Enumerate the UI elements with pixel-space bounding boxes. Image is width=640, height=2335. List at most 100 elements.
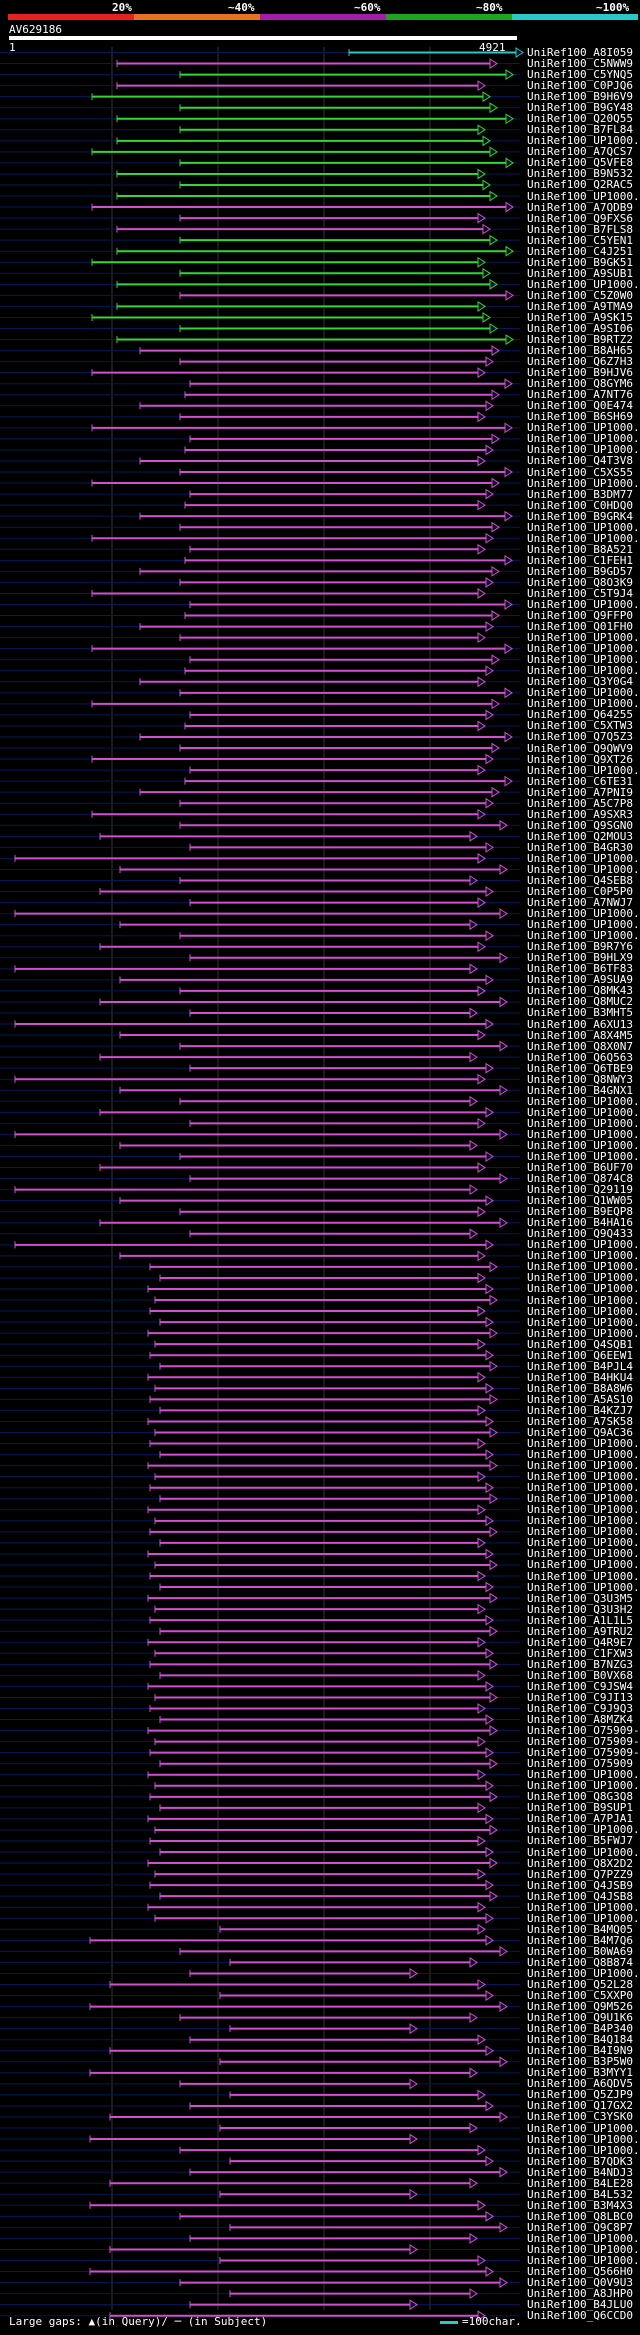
hit-link[interactable]: UniRef100_B4GNX1 [527,1083,633,1097]
hit-link[interactable]: UniRef100_UP1000... [527,1525,640,1539]
hit-link[interactable]: UniRef100_Q3Y0G4 [527,675,633,689]
hit-link[interactable]: UniRef100_Q9AC36 [527,1426,633,1439]
hit-link[interactable]: UniRef100_UP1000... [527,1326,640,1340]
hit-link[interactable]: UniRef100_Q0V9U3 [527,2276,633,2290]
hit-link[interactable]: UniRef100_B4I9N9 [527,2044,633,2058]
hit-link[interactable]: UniRef100_UP1000... [527,1768,640,1782]
hit-link[interactable]: UniRef100_UP1000... [527,1536,640,1550]
hit-link[interactable]: UniRef100_UP1000... [527,443,640,457]
hit-link[interactable]: UniRef100_B4GR30 [527,840,633,854]
hit-link[interactable]: UniRef100_Q8B874 [527,1955,633,1969]
hit-link[interactable]: UniRef100_Q4R9E7 [527,1635,633,1649]
hit-link[interactable]: UniRef100_A5AS10 [527,1392,633,1406]
hit-link[interactable]: UniRef100_B7FL84 [527,123,633,137]
hit-link[interactable]: UniRef100_Q64255 [527,708,633,722]
hit-link[interactable]: UniRef100_Q4JSB9 [527,1878,633,1892]
hit-link[interactable]: UniRef100_UP1000... [527,1492,640,1506]
hit-link[interactable]: UniRef100_Q9XT26 [527,752,633,766]
hit-link[interactable]: UniRef100_C5NWW9 [527,57,633,71]
hit-link[interactable]: UniRef100_UP1000... [527,763,640,777]
hit-link[interactable]: UniRef100_Q8O3K9 [527,575,633,589]
hit-link[interactable]: UniRef100_A9TRU2 [527,1624,633,1638]
hit-link[interactable]: UniRef100_UP1000... [527,1116,640,1130]
hit-link[interactable]: UniRef100_Q5ZJP9 [527,2088,633,2102]
hit-link[interactable]: UniRef100_UP1000... [527,1127,640,1141]
hit-link[interactable]: UniRef100_UP1000... [527,189,640,203]
hit-link[interactable]: UniRef100_Q8MUC2 [527,995,633,1009]
hit-link[interactable]: UniRef100_C6TE31 [527,774,633,788]
hit-link[interactable]: UniRef100_Q566H0 [527,2265,633,2279]
hit-link[interactable]: UniRef100_Q8G3Q8 [527,1790,633,1804]
hit-link[interactable]: UniRef100_B8A521 [527,542,633,556]
hit-link[interactable]: UniRef100_B3DM77 [527,487,633,501]
hit-link[interactable]: UniRef100_B6UF70 [527,1161,633,1175]
hit-link[interactable]: UniRef100_UP1000... [527,1823,640,1837]
hit-link[interactable]: UniRef100_UP1000... [527,1911,640,1925]
hit-link[interactable]: UniRef100_A9SK15 [527,310,633,324]
hit-link[interactable]: UniRef100_B9R7Y6 [527,940,633,954]
hit-link[interactable]: UniRef100_C5XS55 [527,465,633,479]
hit-link[interactable]: UniRef100_C5Z0W0 [527,288,633,302]
hit-link[interactable]: UniRef100_UP1000... [527,1437,640,1451]
hit-link[interactable]: UniRef100_Q6Z7H3 [527,355,633,369]
hit-link[interactable]: UniRef100_C5YNQ5 [527,68,633,82]
hit-link[interactable]: UniRef100_UP1000... [527,1315,640,1329]
hit-link[interactable]: UniRef100_B8AH65 [527,344,633,358]
hit-link[interactable]: UniRef100_UP1000... [527,1845,640,1859]
hit-link[interactable]: UniRef100_UP1000... [527,476,640,490]
hit-link[interactable]: UniRef100_UP1000... [527,907,640,921]
hit-link[interactable]: UniRef100_UP1000... [527,2231,640,2245]
hit-link[interactable]: UniRef100_B9HLX9 [527,951,633,965]
hit-link[interactable]: UniRef100_A8I059 [527,46,633,59]
hit-link[interactable]: UniRef100_A9SUB1 [527,266,633,280]
hit-link[interactable]: UniRef100_A5C7P8 [527,796,633,810]
hit-link[interactable]: UniRef100_UP1000... [527,1304,640,1318]
hit-link[interactable]: UniRef100_C0P5P0 [527,885,633,899]
hit-link[interactable]: UniRef100_A1L1L5 [527,1613,633,1627]
hit-link[interactable]: UniRef100_B4M7Q6 [527,1933,633,1947]
hit-link[interactable]: UniRef100_Q9M526 [527,2000,633,2014]
hit-link[interactable]: UniRef100_UP1000... [527,134,640,148]
hit-link[interactable]: UniRef100_C9J9Q3 [527,1702,633,1715]
hit-link[interactable]: UniRef100_B4JLU0 [527,2298,633,2312]
hit-link[interactable]: UniRef100_UP1000... [527,421,640,435]
hit-link[interactable]: UniRef100_UP1000... [527,686,640,700]
hit-link[interactable]: UniRef100_Q20Q55 [527,112,633,126]
hit-link[interactable]: UniRef100_UP1000... [527,862,640,876]
hit-link[interactable]: UniRef100_B9GY48 [527,101,633,115]
hit-link[interactable]: UniRef100_O75909-2 [527,1724,640,1738]
hit-link[interactable]: UniRef100_UP1000... [527,631,640,645]
hit-link[interactable]: UniRef100_B9GK51 [527,255,633,269]
hit-link[interactable]: UniRef100_UP1000... [527,1249,640,1263]
hit-link[interactable]: UniRef100_A7QDB9 [527,200,633,214]
hit-link[interactable]: UniRef100_Q8X2D2 [527,1856,633,1870]
hit-link[interactable]: UniRef100_Q9U1K6 [527,2011,633,2025]
hit-link[interactable]: UniRef100_UP1000... [527,664,640,678]
hit-link[interactable]: UniRef100_UP1000... [527,2254,640,2267]
hit-link[interactable]: UniRef100_Q3U3H2 [527,1602,633,1616]
hit-link[interactable]: UniRef100_C1FXW3 [527,1646,633,1660]
hit-link[interactable]: UniRef100_B9GD57 [527,564,633,578]
hit-link[interactable]: UniRef100_B4P340 [527,2022,633,2036]
hit-link[interactable]: UniRef100_B9GRK4 [527,509,633,523]
hit-link[interactable]: UniRef100_UP1000... [527,2143,640,2157]
hit-link[interactable]: UniRef100_A7NT76 [527,388,633,402]
hit-link[interactable]: UniRef100_B4Q184 [527,2033,633,2047]
hit-link[interactable]: UniRef100_C0PJQ6 [527,79,633,93]
hit-link[interactable]: UniRef100_UP1000... [527,1503,640,1517]
hit-link[interactable]: UniRef100_UP1000... [527,2242,640,2256]
hit-link[interactable]: UniRef100_Q9C8P7 [527,2220,633,2234]
hit-link[interactable]: UniRef100_A9SI06 [527,322,633,335]
hit-link[interactable]: UniRef100_B7NZG3 [527,1657,633,1671]
hit-link[interactable]: UniRef100_Q6EEW1 [527,1348,633,1362]
hit-link[interactable]: UniRef100_Q2MOU3 [527,829,633,843]
hit-link[interactable]: UniRef100_A6QDV5 [527,2077,633,2091]
hit-link[interactable]: UniRef100_Q9FFP0 [527,609,633,623]
hit-link[interactable]: UniRef100_UP1000... [527,1138,640,1152]
hit-link[interactable]: UniRef100_UP1000... [527,277,640,291]
hit-link[interactable]: UniRef100_UP1000... [527,520,640,534]
hit-link[interactable]: UniRef100_O75909-4 [527,1746,640,1760]
hit-link[interactable]: UniRef100_Q9FXS6 [527,211,633,225]
hit-link[interactable]: UniRef100_UP1000... [527,1293,640,1307]
hit-link[interactable]: UniRef100_UP1000... [527,1580,640,1594]
